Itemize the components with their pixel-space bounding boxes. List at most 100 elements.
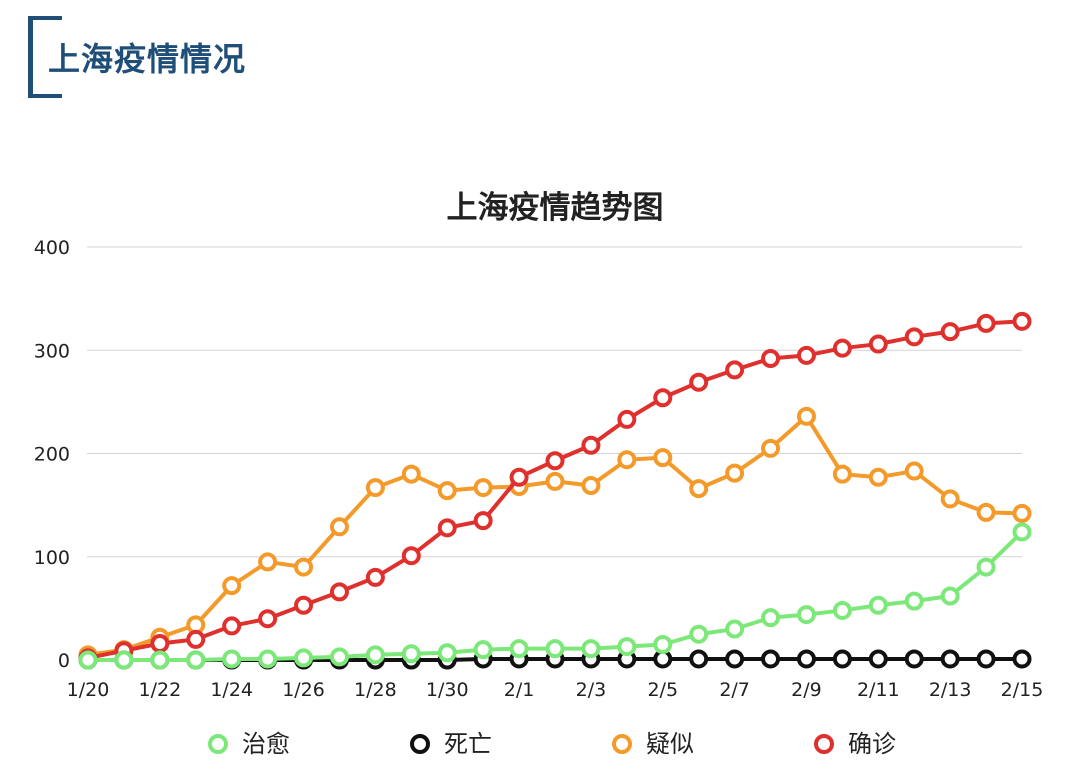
data-point [329, 582, 349, 602]
x-tick-label: 2/1 [504, 679, 535, 701]
data-point [545, 471, 565, 491]
data-point [365, 645, 385, 665]
data-point [725, 619, 745, 639]
data-point [796, 345, 816, 365]
data-point [868, 467, 888, 487]
data-point [365, 567, 385, 587]
data-point [437, 643, 457, 663]
y-tick-label: 100 [34, 547, 70, 569]
data-point [761, 608, 781, 628]
x-axis: 1/20 1/22 1/24 1/26 1/28 1/30 2/1 2/3 2/5 2/7 2/9 2… [67, 679, 1044, 701]
series-group [78, 311, 1032, 670]
x-tick-label: 2/11 [857, 679, 900, 701]
data-point [473, 478, 493, 498]
data-point [294, 557, 314, 577]
data-point [581, 476, 601, 496]
legend-label: 疑似 [646, 730, 694, 758]
header-bracket-decoration [28, 16, 62, 98]
data-point [329, 647, 349, 667]
x-tick-label: 1/30 [426, 679, 469, 701]
data-point [581, 639, 601, 659]
y-tick-label: 400 [34, 237, 70, 259]
x-tick-label: 2/15 [1001, 679, 1044, 701]
x-tick-label: 2/5 [647, 679, 678, 701]
x-tick-label: 1/20 [67, 679, 110, 701]
data-point [868, 334, 888, 354]
data-point [976, 502, 996, 522]
page-title: 上海疫情情况 [48, 40, 247, 78]
legend-label: 治愈 [242, 730, 290, 758]
data-point [725, 649, 745, 669]
data-point [868, 649, 888, 669]
data-point [1012, 649, 1032, 669]
data-point [473, 640, 493, 660]
legend-item: 疑似 [612, 730, 694, 758]
data-point [78, 650, 98, 670]
data-point [294, 648, 314, 668]
x-tick-label: 2/9 [791, 679, 822, 701]
data-point [689, 649, 709, 669]
data-point [365, 478, 385, 498]
x-tick-label: 1/28 [354, 679, 397, 701]
data-point [473, 511, 493, 531]
data-point [940, 489, 960, 509]
series-确诊 [78, 311, 1032, 668]
data-point [222, 576, 242, 596]
data-point [761, 649, 781, 669]
data-point [761, 438, 781, 458]
data-point [689, 372, 709, 392]
data-point [689, 624, 709, 644]
data-point [150, 633, 170, 653]
x-tick-label: 2/13 [929, 679, 972, 701]
data-point [509, 639, 529, 659]
legend-label: 死亡 [444, 730, 492, 758]
y-tick-label: 0 [58, 650, 70, 672]
data-point [653, 635, 673, 655]
data-point [1012, 311, 1032, 331]
data-point [689, 479, 709, 499]
data-point [653, 388, 673, 408]
legend-item: 确诊 [814, 730, 896, 758]
data-point [222, 616, 242, 636]
data-point [186, 629, 206, 649]
data-point [114, 650, 134, 670]
data-point [617, 450, 637, 470]
data-point [401, 546, 421, 566]
data-point [904, 591, 924, 611]
x-tick-label: 1/26 [282, 679, 325, 701]
data-point [222, 649, 242, 669]
data-point [581, 435, 601, 455]
data-point [545, 639, 565, 659]
data-point [401, 644, 421, 664]
x-tick-label: 1/24 [210, 679, 253, 701]
data-point [832, 649, 852, 669]
data-point [150, 650, 170, 670]
data-point [1012, 503, 1032, 523]
data-point [940, 586, 960, 606]
data-point [976, 557, 996, 577]
data-point [401, 464, 421, 484]
legend-label: 确诊 [848, 730, 896, 758]
legend: 治愈 死亡 疑似 确诊 [208, 730, 896, 758]
legend-item: 治愈 [208, 730, 290, 758]
chart-title: 上海疫情趋势图 [447, 190, 664, 226]
data-point [904, 327, 924, 347]
data-point [868, 595, 888, 615]
data-point [258, 649, 278, 669]
data-point [796, 406, 816, 426]
legend-marker [612, 734, 632, 754]
data-point [545, 451, 565, 471]
data-point [904, 461, 924, 481]
data-point [976, 313, 996, 333]
series-治愈 [78, 522, 1032, 670]
data-point [976, 649, 996, 669]
data-point [437, 481, 457, 501]
y-axis: 0 100 200 300 400 [34, 237, 70, 672]
data-point [725, 463, 745, 483]
data-point [653, 448, 673, 468]
data-point [437, 518, 457, 538]
data-point [796, 605, 816, 625]
data-point [832, 464, 852, 484]
x-tick-label: 1/22 [139, 679, 182, 701]
data-point [725, 360, 745, 380]
